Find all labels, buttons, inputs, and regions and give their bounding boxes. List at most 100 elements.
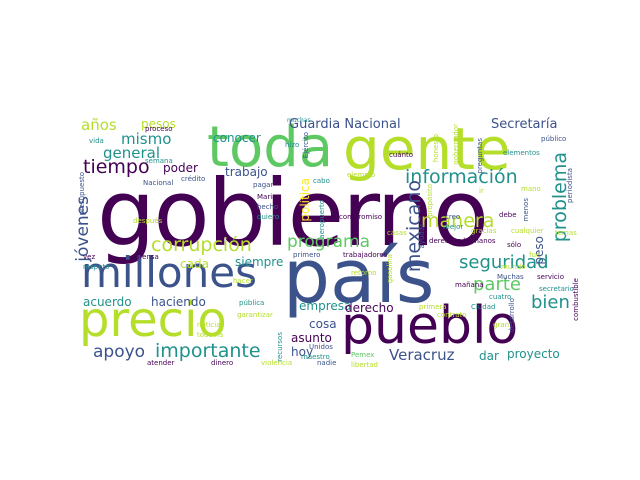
word-guardia-nacional: Guardia Nacional [289,117,401,132]
word-elementos: elementos [503,149,540,157]
word-hacer: hacer [233,277,253,285]
word-pesos: pesos [141,117,176,131]
word-despues: después [133,217,163,225]
word-semana: semana [145,157,173,165]
word-manana: mañana [455,281,484,289]
word-preguntas: preguntas [476,138,484,174]
word-marina: Marina [257,193,281,201]
word-cosa: cosa [309,317,337,331]
word-creo: creo [445,213,461,221]
word-debe: debe [499,211,517,219]
word-dinero: dinero [211,359,234,367]
word-cabo: cabo [313,177,330,185]
word-haciendo: haciendo [151,295,206,309]
word-cualquier: cualquier [511,227,544,235]
word-mismo: mismo [121,130,172,148]
word-empresa: empresa [299,299,352,313]
word-todavia: todavía [197,331,224,339]
word-ayudar: ayudar [418,224,426,249]
word-secretaria: Secretaría [491,117,558,132]
word-siempre: siempre [235,255,284,269]
word-recursos: recursos [276,332,284,362]
word-parte: parte [473,274,521,295]
word-importante: importante [155,340,261,362]
word-poder: poder [163,161,198,175]
word-retorno: retorno [351,269,377,277]
word-ciudad: Ciudad [471,303,496,311]
word-ejercito: Ejército [302,132,310,159]
word-pueblo: pueblo [341,296,519,356]
word-pemex: Pemex [351,351,375,359]
word-primera: primera [419,303,447,311]
word-combustible: combustible [572,278,580,321]
word-nadie: nadie [317,359,337,367]
word-mano: mano [521,185,541,193]
word-garantizar: garantizar [237,311,273,319]
word-gasolina: gasolina [386,254,394,284]
word-muchas: muchas [287,117,311,124]
word-gracias: gracias [471,227,497,235]
word-solo: sólo [507,241,522,249]
word-cuanto: cuánto [389,151,414,159]
word-muchas-cap: Muchas [497,273,524,281]
word-pagar: pagar [253,181,274,189]
word-trabajadores: trabajadores [343,251,388,259]
word-gobierno: gobierno [97,160,489,267]
word-libertad: libertad [351,361,378,369]
word-publico: público [541,135,567,143]
word-presupuesto: presupuesto [78,172,86,216]
word-tiempo: tiempo [83,156,150,178]
word-gobernador: gobernador [452,124,460,165]
word-quiero: quiero [257,213,280,221]
word-honesto: honesto [432,134,440,163]
word-unidos: Unidos [309,343,333,351]
word-derecho: derecho [345,301,394,315]
word-general: general [103,144,161,162]
word-ejemplo: ejemplo [347,171,376,179]
word-pais: país [283,234,435,320]
word-maestro: maestro [301,353,330,361]
word-prensa: prensa [135,253,159,261]
word-hizo: hizo [285,141,300,149]
word-noticia: noticia [197,321,221,329]
word-politica: política [298,178,312,222]
word-seguridad: seguridad [459,252,549,273]
word-publica: pública [239,299,265,307]
word-menos: menos [522,198,530,222]
word-nacional: Nacional [143,179,174,187]
word-credito: crédito [181,175,206,183]
word-servicio: servicio [537,273,564,281]
word-precio: precio [79,292,227,348]
word-toda: toda [207,115,334,180]
word-hecho: hecho [257,203,279,211]
word-fue: fue [529,251,541,259]
word-compromiso: compromiso [339,213,383,221]
word-cloud: gobierno país gente toda pueblo precio m… [73,115,588,372]
word-cada: cada [180,257,209,271]
word-trabajo: trabajo [225,165,268,179]
word-programa: programa [287,232,370,252]
word-gran: gran [493,321,510,329]
word-informacion: información [405,166,518,188]
word-dar: dar [479,349,499,363]
word-proposito: propósito [426,184,434,217]
word-derechos-humanos: derechos humanos [429,237,496,245]
word-periodista: periodista [566,168,574,203]
word-proceso: proceso [145,125,173,133]
word-aeropuerto: aeropuerto [318,200,326,239]
word-violencia: violencia [261,359,293,367]
word-mejor: mejor [443,223,464,231]
word-atender: atender [147,359,175,367]
word-veracruz: Veracruz [389,346,455,364]
word-conocer: conocer [213,131,261,145]
word-primero: primero [293,251,321,259]
word-vida: vida [89,137,104,145]
word-corrupcion: corrupción [151,234,252,256]
word-manera: manera [421,210,495,232]
word-bien: bien [531,292,570,313]
word-contrato: contrato [437,311,467,319]
word-respeto: respeto [83,263,110,271]
word-millones: millones [81,248,257,297]
word-anos: años [81,116,117,134]
word-proyecto: proyecto [507,347,560,361]
